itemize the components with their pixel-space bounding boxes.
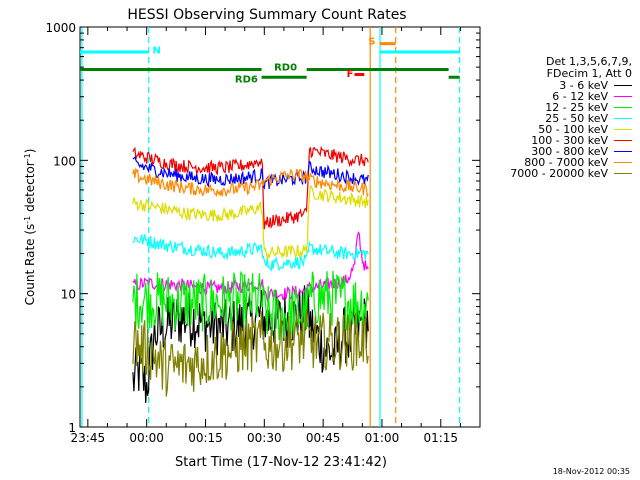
x-tick-label-5: 01:00 (365, 431, 400, 445)
legend-swatch-8 (614, 173, 632, 174)
legend-entry-5: 100 - 300 keV (480, 135, 636, 146)
legend-entry-2: 12 - 25 keV (480, 102, 636, 113)
x-tick-label-2: 00:15 (188, 431, 223, 445)
series-line-7 (132, 167, 369, 198)
x-tick-label-4: 00:45 (306, 431, 341, 445)
state-label-n-0: N (153, 45, 161, 56)
legend-swatch-0 (614, 85, 632, 86)
legend-swatch-4 (614, 129, 632, 130)
legend-label-8: 7000 - 20000 keV (510, 167, 608, 180)
legend-label-3: 25 - 50 keV (545, 112, 608, 125)
legend-entry-3: 25 - 50 keV (480, 113, 636, 124)
state-label-s-4: S (368, 37, 375, 48)
legend-swatch-3 (614, 118, 632, 119)
y-label-main: Count Rate (s (23, 224, 37, 306)
y-label-mid: detector (23, 161, 37, 216)
state-label-f-3: F (347, 69, 354, 80)
chart-title: HESSI Observing Summary Count Rates (127, 7, 406, 23)
state-bars: N RD0 RD6 F S (80, 37, 460, 86)
legend-swatch-7 (614, 162, 632, 163)
legend-entry-7: 800 - 7000 keV (480, 157, 636, 168)
x-tick-label-0: 23:45 (71, 431, 106, 445)
legend-swatch-2 (614, 107, 632, 108)
legend-label-2: 12 - 25 keV (545, 101, 608, 114)
legend-entry-4: 50 - 100 keV (480, 124, 636, 135)
series-line-8 (132, 309, 369, 397)
x-tick-label-3: 00:30 (247, 431, 282, 445)
series-line-6 (132, 156, 369, 190)
x-tick-label-6: 01:15 (423, 431, 458, 445)
state-label-rd0-1: RD0 (274, 63, 297, 74)
legend-swatch-5 (614, 140, 632, 141)
y-tick-label-1: 10 (61, 288, 76, 302)
y-label-exp2: -1 (23, 153, 32, 161)
plot-frame (79, 26, 481, 428)
legend: Det 1,3,5,6,7,9, FDecim 1, Att 0 3 - 6 k… (480, 56, 636, 179)
x-tick-label-1: 00:00 (129, 431, 164, 445)
legend-header-line-2: FDecim 1, Att 0 (546, 67, 632, 80)
legend-label-7: 800 - 7000 keV (524, 156, 608, 169)
series-line-1 (132, 230, 369, 303)
legend-entry-1: 6 - 12 keV (480, 91, 636, 102)
y-label-exp1: -1 (23, 216, 32, 224)
legend-swatch-1 (614, 96, 632, 97)
legend-swatch-6 (614, 151, 632, 152)
y-axis-label: Count Rate (s-1 detector-1) (23, 149, 38, 306)
legend-entries: 3 - 6 keV 6 - 12 keV 12 - 25 keV 25 - 50 ke… (480, 80, 636, 179)
state-label-rd6-2: RD6 (235, 75, 258, 86)
x-axis-label: Start Time (17-Nov-12 23:41:42) (175, 455, 387, 470)
legend-label-6: 300 - 800 keV (531, 145, 608, 158)
legend-entry-8: 7000 - 20000 keV (480, 168, 636, 179)
series-line-2 (132, 270, 369, 340)
series-line-0 (132, 285, 369, 404)
series-line-4 (132, 185, 369, 260)
legend-header-line-1: Det 1,3,5,6,7,9, (545, 55, 632, 68)
y-tick-label-3: 1000 (45, 21, 76, 35)
axis-ticks: 23:45 00:00 00:15 00:30 00:45 01:00 01:15 1 10 10… (45, 21, 480, 445)
series-group (132, 145, 369, 404)
y-tick-label-0: 1 (68, 421, 76, 435)
generated-date: 18-Nov-2012 00:35 (552, 467, 630, 476)
series-line-5 (132, 145, 369, 230)
legend-label-4: 50 - 100 keV (538, 123, 608, 136)
y-label-end: ) (23, 149, 37, 154)
series-line-3 (132, 234, 369, 273)
legend-label-0: 3 - 6 keV (559, 79, 608, 92)
y-tick-label-2: 100 (53, 154, 76, 168)
legend-label-5: 100 - 300 keV (531, 134, 608, 147)
legend-entry-6: 300 - 800 keV (480, 146, 636, 157)
legend-entry-0: 3 - 6 keV (480, 80, 636, 91)
legend-label-1: 6 - 12 keV (552, 90, 608, 103)
